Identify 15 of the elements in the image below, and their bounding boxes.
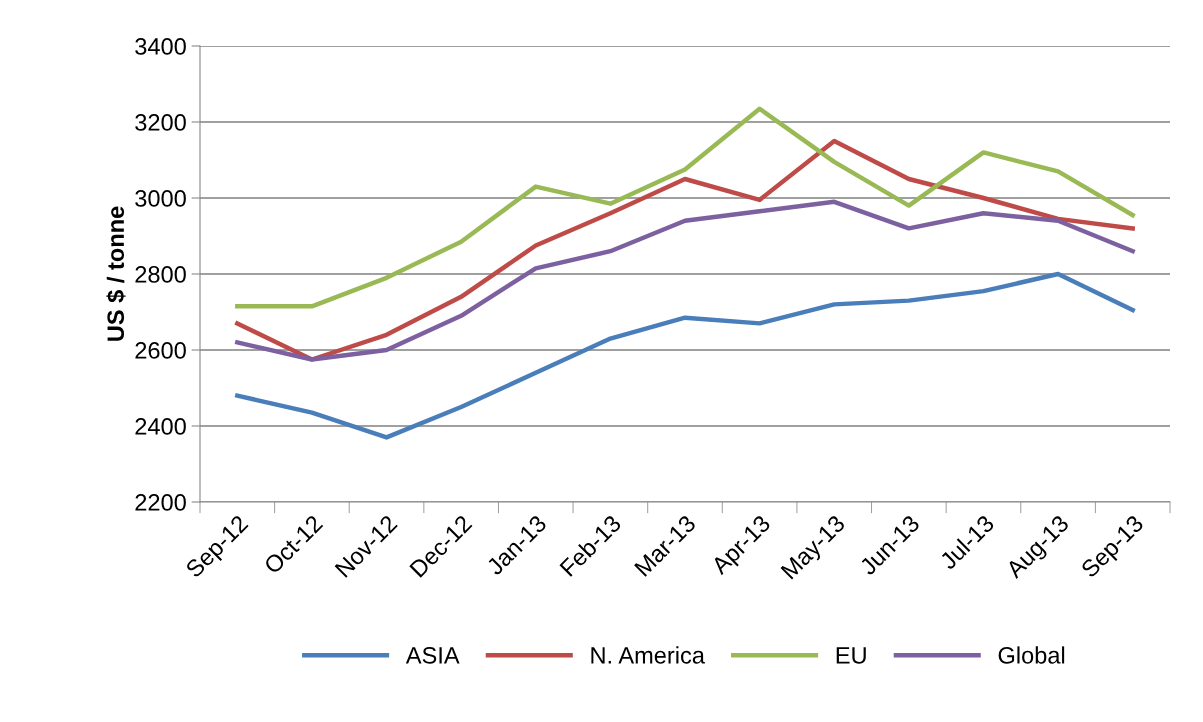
line-series [235,106,1135,309]
y-tick-label: 2400 [135,418,186,435]
legend-label: EU [836,647,866,664]
y-tick-label: 3000 [135,190,186,207]
y-axis-title: US $ / tonne [106,206,126,341]
y-tick-label: 2600 [135,342,186,359]
legend-label: ASIA [405,646,460,664]
y-tick-label: 2800 [135,266,186,283]
line-series [235,199,1135,362]
legend-label: Global [998,646,1065,664]
legend-label: N. America [591,646,705,664]
y-tick-label: 3400 [135,38,186,55]
y-tick-label: 2200 [135,494,186,511]
line-series [235,271,1135,440]
y-tick-label: 3200 [135,114,186,131]
